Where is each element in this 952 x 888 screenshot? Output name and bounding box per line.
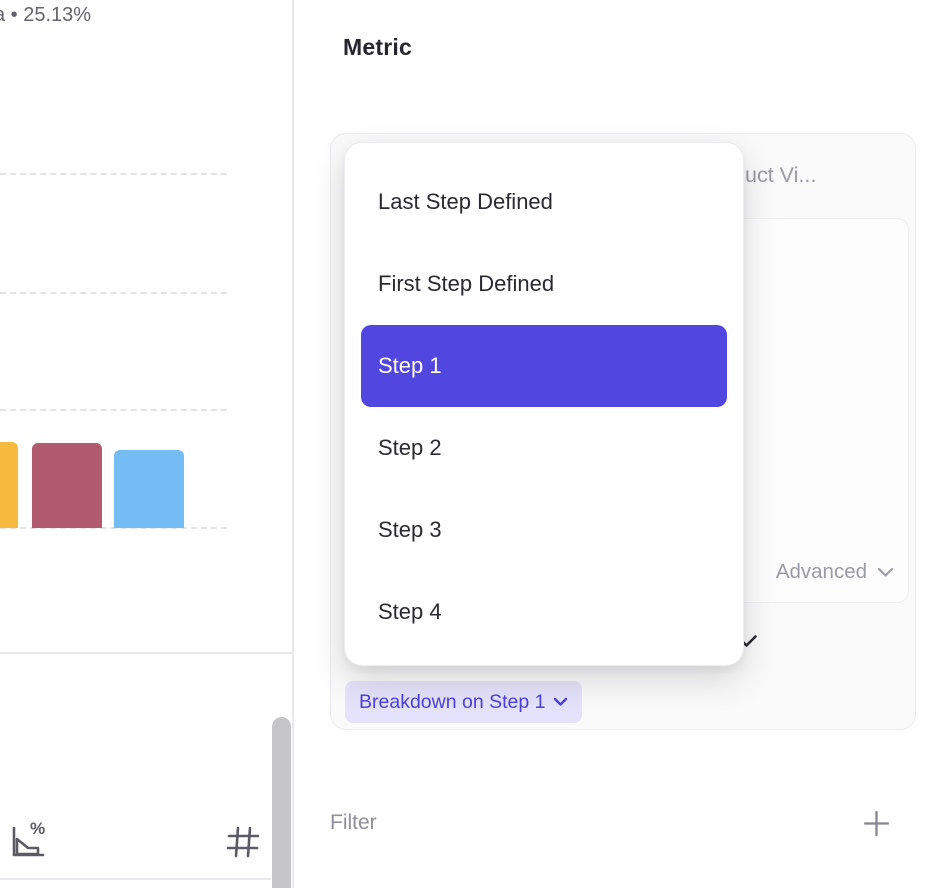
scrollbar-thumb[interactable] xyxy=(272,717,291,888)
dropdown-option-step-3[interactable]: Step 3 xyxy=(378,517,442,542)
breakdown-on-step-button[interactable]: Breakdown on Step 1 xyxy=(345,681,583,723)
breakdown-button-label: Breakdown on Step 1 xyxy=(359,690,546,713)
metric-section-title: Metric xyxy=(343,34,412,60)
bar-series-3[interactable] xyxy=(114,450,184,528)
series-legend-label: a • 25.13% xyxy=(0,4,92,26)
panel-vertical-divider xyxy=(292,0,294,888)
panel-divider xyxy=(0,878,271,880)
plus-icon xyxy=(863,810,890,836)
gridline xyxy=(0,292,227,294)
chart-panel: a • 25.13% % xyxy=(0,0,292,888)
panel-divider xyxy=(0,652,292,654)
dropdown-option-last-step-defined[interactable]: Last Step Defined xyxy=(378,189,553,214)
dropdown-option-step-2[interactable]: Step 2 xyxy=(378,435,442,460)
add-filter-button[interactable] xyxy=(863,810,890,837)
conversion-chart-icon[interactable]: % xyxy=(6,816,50,862)
event-name-truncated[interactable]: uct Vi... xyxy=(745,163,817,187)
gridline xyxy=(0,409,227,411)
chevron-down-icon xyxy=(553,697,568,707)
step-select-dropdown: Last Step Defined First Step Defined Ste… xyxy=(344,142,744,666)
svg-text:%: % xyxy=(30,819,45,838)
dropdown-option-first-step-defined[interactable]: First Step Defined xyxy=(378,271,555,296)
filter-section: Filter xyxy=(330,800,916,846)
chevron-down-icon xyxy=(877,567,894,578)
grid-icon[interactable] xyxy=(224,824,262,860)
metric-settings-panel: Metric uct Vi... Advanced xyxy=(294,0,952,888)
bar-series-2[interactable] xyxy=(32,443,102,528)
advanced-label: Advanced xyxy=(775,560,867,583)
dropdown-option-step-1-selected[interactable]: Step 1 xyxy=(361,325,727,407)
gridline-baseline xyxy=(0,527,227,529)
dropdown-option-step-4[interactable]: Step 4 xyxy=(378,599,442,624)
advanced-toggle[interactable]: Advanced xyxy=(776,560,894,584)
filter-section-title: Filter xyxy=(330,811,377,834)
gridline xyxy=(0,173,227,175)
bar-series-1[interactable] xyxy=(0,442,18,528)
